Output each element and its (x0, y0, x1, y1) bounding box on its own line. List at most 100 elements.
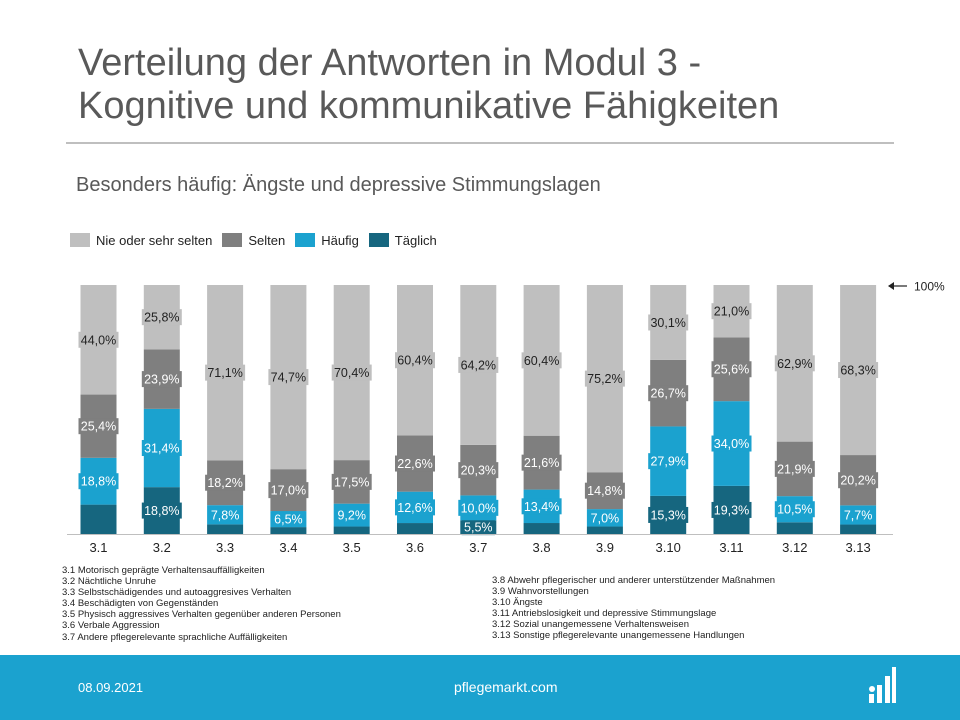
description-item: 3.10 Ängste (492, 597, 543, 609)
data-label: 7,0% (591, 511, 620, 525)
data-label: 60,4% (397, 354, 432, 368)
description-item: 3.5 Physisch aggressives Verhalten gegen… (62, 609, 341, 621)
x-tick-label: 3.11 (719, 540, 743, 555)
data-label: 9,2% (337, 509, 366, 523)
legend-swatch-nie (70, 233, 90, 247)
data-label: 25,6% (714, 363, 749, 377)
description-item: 3.8 Abwehr pflegerischer und anderer unt… (492, 575, 776, 586)
data-label-box (838, 472, 879, 489)
data-label: 13,4% (524, 500, 559, 514)
x-tick-label: 3.12 (782, 540, 807, 555)
category-descriptions-left: 3.1 Motorisch geprägte Verhaltensauffäll… (62, 565, 341, 643)
data-label-box (458, 356, 499, 373)
description-item: 3.13 Sonstige pflegerelevante unangemess… (492, 630, 745, 642)
data-label-box (521, 498, 562, 515)
footer-brand: pflegemarkt.com (454, 679, 558, 695)
bar-segment-3.4-s0 (270, 527, 307, 534)
legend-label-nie: Nie oder sehr selten (96, 232, 213, 248)
data-label: 23,9% (144, 373, 179, 387)
data-label: 25,8% (144, 311, 179, 325)
arrow-head-icon (888, 282, 894, 290)
data-label-box (141, 371, 182, 388)
data-label: 21,0% (714, 305, 749, 319)
data-label: 71,1% (207, 366, 242, 380)
data-label: 68,3% (840, 364, 875, 378)
bar-chart-logo-icon (869, 667, 896, 703)
data-label-box (774, 355, 815, 372)
data-label: 27,9% (650, 455, 685, 469)
data-label-box (648, 314, 689, 331)
data-label: 21,9% (777, 462, 812, 476)
legend-item-selten: Selten (222, 233, 285, 248)
bar-segment-3.13-s0 (840, 524, 877, 534)
data-label: 17,5% (334, 475, 369, 489)
title-line-2: Kognitive und kommunikative Fähigkeiten (78, 85, 780, 127)
title-divider (66, 142, 894, 144)
bar-segment-3.6-s0 (397, 523, 433, 534)
data-label-box (711, 361, 752, 378)
legend-swatch-haeufig (295, 233, 316, 247)
data-label: 44,0% (81, 333, 116, 347)
data-label: 10,5% (777, 503, 812, 517)
data-label: 20,2% (840, 474, 875, 488)
bar-segment-3.5-s0 (333, 526, 370, 534)
data-label-box (141, 440, 182, 457)
description-item: 3.3 Selbstschädigendes und autoaggresive… (62, 587, 292, 599)
data-label: 15,3% (650, 508, 685, 522)
description-item: 3.9 Wahnvorstellungen (492, 586, 589, 598)
data-label-box (141, 309, 182, 326)
data-label-box (774, 460, 815, 477)
page-title: Verteilung der Antworten in Modul 3 - Ko… (78, 42, 938, 128)
page-subtitle: Besonders häufig: Ängste und depressive … (76, 174, 601, 196)
x-tick-label: 3.5 (343, 540, 361, 555)
footer-date: 08.09.2021 (78, 680, 144, 695)
data-label: 60,4% (524, 354, 559, 368)
data-label: 26,7% (650, 387, 685, 401)
legend-swatch-selten (222, 233, 243, 247)
description-item: 3.11 Antriebslosigkeit und depressive St… (492, 608, 717, 620)
data-label: 25,4% (81, 420, 116, 434)
data-label-box (461, 519, 495, 536)
legend-item-taeglich: Täglich (368, 233, 437, 248)
data-label-box (395, 455, 435, 472)
data-label-box (395, 352, 435, 369)
data-label-box (588, 509, 622, 526)
data-label-box (458, 499, 499, 516)
data-label: 7,7% (844, 508, 873, 522)
description-item: 3.4 Beschädigten von Gegenständen (62, 598, 219, 610)
x-tick-label: 3.7 (469, 540, 487, 555)
data-label: 74,7% (271, 371, 306, 385)
data-label: 18,8% (144, 504, 179, 518)
data-label-box (584, 370, 625, 387)
x-tick-label: 3.1 (89, 540, 107, 555)
x-tick-label: 3.10 (656, 540, 681, 555)
bar-segment-3.3-s0 (207, 524, 244, 534)
data-label-box (711, 501, 752, 518)
data-label-box (205, 364, 246, 381)
data-label: 34,0% (714, 437, 749, 451)
data-label: 21,6% (524, 456, 559, 470)
data-label: 7,8% (211, 508, 240, 522)
description-item: 3.7 Andere pflegerelevante sprachliche A… (62, 631, 288, 643)
data-label-box (711, 435, 752, 452)
bar-segment-3.9-s0 (586, 526, 623, 534)
data-label-box (458, 462, 499, 479)
legend-item-haeufig: Häufig (295, 233, 359, 248)
data-label-box (584, 482, 625, 499)
data-label-box (268, 369, 309, 386)
data-label-box (841, 506, 875, 523)
footer-bar: 08.09.2021 pflegemarkt.com (0, 655, 960, 720)
category-descriptions-right: 3.8 Abwehr pflegerischer und anderer unt… (492, 575, 775, 642)
data-label: 18,8% (81, 475, 116, 489)
legend-swatch-taeglich (368, 233, 389, 247)
data-label: 30,1% (650, 316, 685, 330)
data-label: 14,8% (587, 484, 622, 498)
data-label-box (521, 352, 562, 369)
description-item: 3.6 Verbale Aggression (62, 620, 160, 632)
x-tick-label: 3.6 (406, 540, 424, 555)
data-label: 62,9% (777, 357, 812, 371)
legend-label-selten: Selten (248, 232, 286, 248)
x-tick-label: 3.3 (216, 540, 234, 555)
data-label: 5,5% (464, 521, 493, 535)
title-line-1: Verteilung der Antworten in Modul 3 - (78, 42, 702, 84)
